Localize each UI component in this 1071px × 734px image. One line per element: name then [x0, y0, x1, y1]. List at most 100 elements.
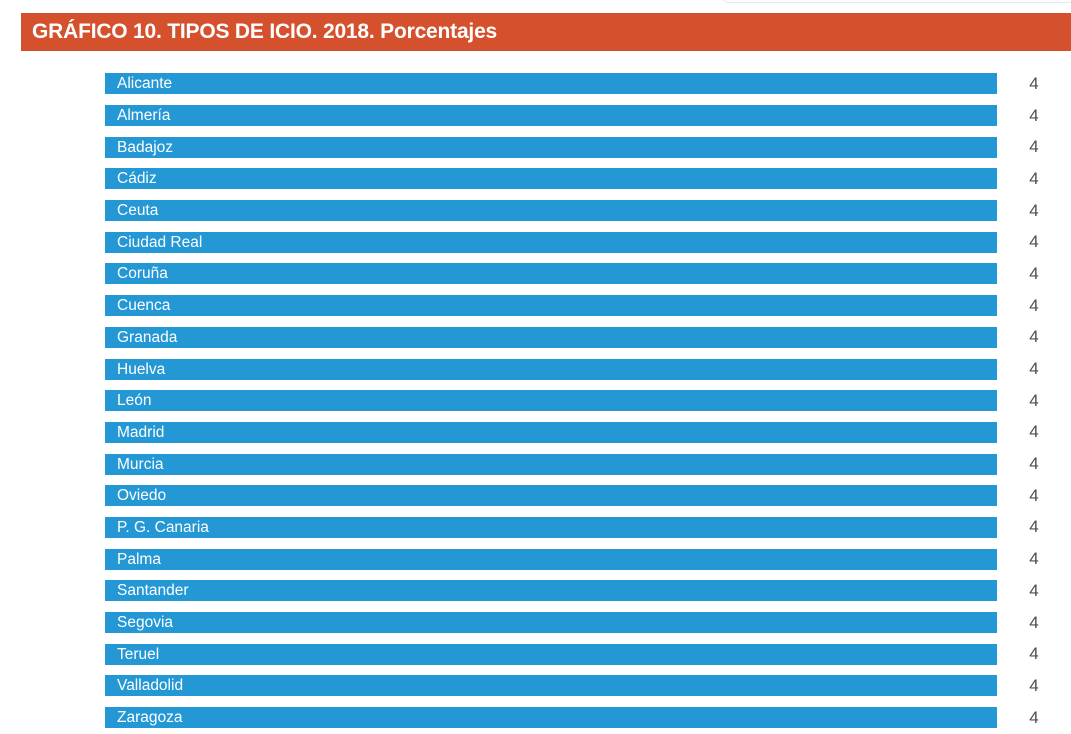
bar-row: Madrid 4: [105, 417, 1071, 449]
bar-track: Cádiz: [105, 168, 997, 190]
bar-value-label: 4: [1029, 137, 1039, 157]
bar-track: Huelva: [105, 358, 997, 380]
bar-category-label: León: [117, 392, 152, 410]
bar-valladolid: Valladolid: [105, 675, 997, 697]
bar-row: Alicante 4: [105, 68, 1071, 100]
bar-track: Ceuta: [105, 200, 997, 222]
bar-category-label: Zaragoza: [117, 709, 183, 727]
bar-value-label: 4: [1029, 707, 1039, 727]
bar-coruña: Coruña: [105, 263, 997, 285]
bar-cádiz: Cádiz: [105, 168, 997, 190]
bar-huelva: Huelva: [105, 358, 997, 380]
bar-granada: Granada: [105, 326, 997, 348]
bar-track: Madrid: [105, 421, 997, 443]
bar-value-label: 4: [1029, 327, 1039, 347]
bar-ceuta: Ceuta: [105, 200, 997, 222]
bar-value-label: 4: [1029, 517, 1039, 537]
bar-track: León: [105, 390, 997, 412]
bar-value-label: 4: [1029, 105, 1039, 125]
bar-track: Ciudad Real: [105, 231, 997, 253]
bar-value-label: 4: [1029, 454, 1039, 474]
chart-title-bar: GRÁFICO 10. TIPOS DE ICIO. 2018. Porcent…: [21, 13, 1071, 51]
bar-oviedo: Oviedo: [105, 485, 997, 507]
bar-value-label: 4: [1029, 232, 1039, 252]
bar-category-label: Ciudad Real: [117, 233, 203, 251]
bar-track: Palma: [105, 548, 997, 570]
bar-category-label: Palma: [117, 550, 161, 568]
bar-row: Zaragoza 4: [105, 702, 1071, 734]
bar-value-label: 4: [1029, 73, 1039, 93]
bar-ciudad-real: Ciudad Real: [105, 231, 997, 253]
bar-value-label: 4: [1029, 422, 1039, 442]
bar-row: Ceuta 4: [105, 195, 1071, 227]
bar-track: Cuenca: [105, 295, 997, 317]
bar-category-label: Oviedo: [117, 487, 167, 505]
chart-rows: Alicante 4 Almería 4 Badajoz 4 Cádiz 4 Ceuta 4 Ciu…: [105, 68, 1071, 733]
bar-category-label: Murcia: [117, 455, 164, 473]
bar-segovia: Segovia: [105, 612, 997, 634]
bar-category-label: Teruel: [117, 645, 160, 663]
bar-category-label: P. G. Canaria: [117, 518, 209, 536]
bar-track: Valladolid: [105, 675, 997, 697]
bar-value-label: 4: [1029, 295, 1039, 315]
bar-row: Valladolid 4: [105, 670, 1071, 702]
bar-row: Cádiz 4: [105, 163, 1071, 195]
bar-value-label: 4: [1029, 485, 1039, 505]
bar-value-label: 4: [1029, 263, 1039, 283]
bar-teruel: Teruel: [105, 643, 997, 665]
bar-category-label: Badajoz: [117, 138, 174, 156]
bar-row: Segovia 4: [105, 607, 1071, 639]
bar-row: Murcia 4: [105, 448, 1071, 480]
bar-category-label: Cádiz: [117, 170, 157, 188]
bar-category-label: Santander: [117, 582, 189, 600]
bar-track: Teruel: [105, 643, 997, 665]
top-card-edge: [722, 0, 1071, 3]
bar-track: Segovia: [105, 612, 997, 634]
bar-row: Almería 4: [105, 100, 1071, 132]
bar-alicante: Alicante: [105, 73, 997, 95]
bar-santander: Santander: [105, 580, 997, 602]
bar-madrid: Madrid: [105, 421, 997, 443]
bar-p-g-canaria: P. G. Canaria: [105, 516, 997, 538]
bar-row: Santander 4: [105, 575, 1071, 607]
bar-track: Badajoz: [105, 136, 997, 158]
bar-cuenca: Cuenca: [105, 295, 997, 317]
chart-title: GRÁFICO 10. TIPOS DE ICIO. 2018. Porcent…: [32, 20, 498, 43]
bar-track: Almería: [105, 105, 997, 127]
bar-row: Teruel 4: [105, 638, 1071, 670]
bar-category-label: Granada: [117, 328, 178, 346]
bar-track: Santander: [105, 580, 997, 602]
bar-value-label: 4: [1029, 612, 1039, 632]
bar-row: Granada 4: [105, 322, 1071, 354]
bar-category-label: Alicante: [117, 75, 173, 93]
bar-almería: Almería: [105, 105, 997, 127]
bar-category-label: Ceuta: [117, 202, 159, 220]
bar-value-label: 4: [1029, 549, 1039, 569]
bar-murcia: Murcia: [105, 453, 997, 475]
bar-palma: Palma: [105, 548, 997, 570]
bar-track: Zaragoza: [105, 707, 997, 729]
bar-track: Murcia: [105, 453, 997, 475]
bar-row: León 4: [105, 385, 1071, 417]
bar-value-label: 4: [1029, 168, 1039, 188]
bar-value-label: 4: [1029, 359, 1039, 379]
bar-track: Alicante: [105, 73, 997, 95]
bar-track: P. G. Canaria: [105, 516, 997, 538]
bar-row: Cuenca 4: [105, 290, 1071, 322]
bar-row: Palma 4: [105, 543, 1071, 575]
bar-category-label: Segovia: [117, 614, 174, 632]
bar-track: Oviedo: [105, 485, 997, 507]
bar-category-label: Huelva: [117, 360, 166, 378]
bar-category-label: Valladolid: [117, 677, 184, 695]
bar-category-label: Coruña: [117, 265, 168, 283]
bar-chart: Alicante 4 Almería 4 Badajoz 4 Cádiz 4 Ceuta 4 Ciu…: [105, 68, 1071, 734]
bar-track: Granada: [105, 326, 997, 348]
bar-row: Coruña 4: [105, 258, 1071, 290]
bar-value-label: 4: [1029, 390, 1039, 410]
bar-category-label: Madrid: [117, 423, 165, 441]
bar-category-label: Cuenca: [117, 297, 171, 315]
bar-zaragoza: Zaragoza: [105, 707, 997, 729]
bar-row: P. G. Canaria 4: [105, 512, 1071, 544]
bar-row: Ciudad Real 4: [105, 226, 1071, 258]
